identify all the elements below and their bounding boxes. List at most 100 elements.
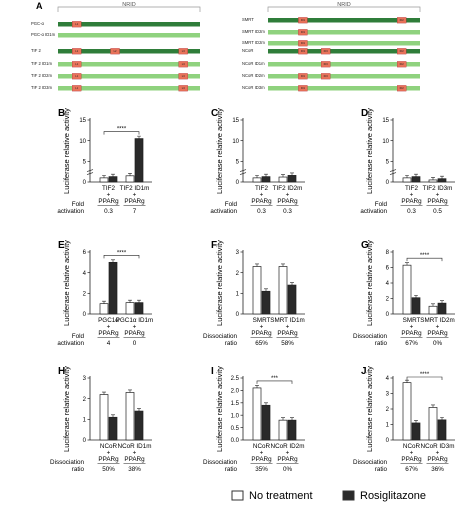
chart-panel-i: I Luciferase relative activity 0.0 0.5 1.0 1.… <box>203 366 305 473</box>
y-axis-label: Luciferase relative activity <box>365 366 374 452</box>
row-value: 35% <box>255 466 268 473</box>
motif-label: L3 <box>182 74 185 78</box>
construct-name: SMRT ID2m <box>242 40 265 45</box>
bar-no-treatment <box>252 266 262 315</box>
motif-label: L3 <box>182 49 185 53</box>
panel-letter-a: A <box>36 1 43 11</box>
bar-rosiglitazone <box>437 419 447 441</box>
legend-label-rosiglitazone: Rosiglitazone <box>360 490 426 502</box>
y-tick-label: 4 <box>386 376 390 382</box>
group-label: NCoR <box>253 443 271 450</box>
receptor-label: PPARg <box>401 198 422 205</box>
plus-sign: + <box>436 324 440 331</box>
construct-name: PGC-α ID1m <box>31 32 56 37</box>
panel-letter: E <box>58 240 65 251</box>
receptor-label: PPARg <box>277 330 298 337</box>
row-label-line1: Dissociation <box>203 459 237 466</box>
bar-no-treatment <box>402 177 412 183</box>
motif-box <box>298 85 308 92</box>
error-bar <box>255 385 259 388</box>
motif-box <box>298 48 308 55</box>
bar-no-treatment <box>428 407 438 441</box>
receptor-label: PPARg <box>427 456 448 463</box>
group-label: NCoR ID1m <box>118 443 152 450</box>
y-tick-label: 0 <box>83 312 87 318</box>
row-value: 0% <box>283 466 293 473</box>
motif-label: ID3 <box>324 49 329 53</box>
group-label: PGC1α ID1m <box>116 317 154 324</box>
significance-bracket <box>256 380 293 384</box>
legend-label-no-treatment: No treatment <box>249 490 313 502</box>
row-label-line1: Fold <box>375 201 388 208</box>
bar-rosiglitazone <box>287 175 297 183</box>
error-bar <box>264 402 268 406</box>
error-bar <box>255 263 259 267</box>
receptor-label: PPARg <box>251 456 272 463</box>
significance-bracket <box>406 257 443 262</box>
row-value: 0.5 <box>433 208 442 215</box>
y-tick-label: 1.5 <box>231 401 240 407</box>
plus-sign: + <box>260 450 264 457</box>
y-tick-label: 0 <box>386 180 390 186</box>
plus-sign: + <box>133 324 137 331</box>
motif-label: ID1 <box>301 18 306 22</box>
y-tick-label: 0.0 <box>231 438 240 444</box>
construct-bar <box>268 41 420 46</box>
construct-bar <box>58 86 200 91</box>
receptor-label: PPARg <box>124 198 145 205</box>
receptor-label: PPARg <box>401 456 422 463</box>
y-tick-label: 3 <box>83 376 87 382</box>
bar-no-treatment <box>252 387 262 441</box>
construct-bar <box>58 49 200 54</box>
error-bar <box>405 379 409 383</box>
receptor-label: PPARg <box>251 198 272 205</box>
group-label: NCoR <box>100 443 118 450</box>
panel-letter: D <box>361 108 368 119</box>
motif-label: L1 <box>75 86 78 90</box>
construct-name: TIF 2 ID3m <box>31 85 52 90</box>
y-tick-label: 3 <box>386 392 390 398</box>
construct-bar <box>268 18 420 23</box>
motif-box <box>178 61 188 68</box>
error-bar <box>128 299 132 303</box>
row-value: 58% <box>281 340 294 347</box>
significance-bracket <box>103 131 140 135</box>
motif-box <box>72 73 82 80</box>
bar-no-treatment <box>278 419 288 441</box>
bar-no-treatment <box>278 176 288 183</box>
bar-rosiglitazone <box>411 422 421 441</box>
group-label: NCoR ID2m <box>271 443 305 450</box>
construct-name: NCoR ID1m <box>242 61 265 66</box>
error-bar <box>440 175 444 179</box>
significance-stars: **** <box>420 253 430 259</box>
motif-box <box>178 48 188 55</box>
motif-box <box>110 48 120 55</box>
y-tick-label: 0 <box>386 438 390 444</box>
motif-box <box>298 73 308 80</box>
plus-sign: + <box>260 324 264 331</box>
motif-box <box>72 21 82 28</box>
y-tick-label: 2 <box>83 292 87 298</box>
receptor-label: PPARg <box>427 198 448 205</box>
bar-no-treatment <box>125 302 135 315</box>
y-tick-label: 15 <box>79 118 86 124</box>
y-axis-label: Luciferase relative activity <box>215 366 224 452</box>
bar-rosiglitazone <box>287 284 297 315</box>
construct-bar <box>58 22 200 27</box>
receptor-label: PPARg <box>277 198 298 205</box>
motif-box <box>321 61 331 68</box>
row-label-line2: activation <box>360 208 387 215</box>
row-label-line2: activation <box>210 208 237 215</box>
legend-swatch-no-treatment <box>231 490 244 501</box>
plus-sign: + <box>410 192 414 199</box>
error-bar <box>290 282 294 286</box>
y-tick-label: 0 <box>83 180 87 186</box>
motif-label: ID3 <box>324 62 329 66</box>
row-value: 0.3 <box>104 208 113 215</box>
bar-rosiglitazone <box>134 302 144 315</box>
error-bar <box>128 389 132 393</box>
motif-label: ID2 <box>400 49 405 53</box>
